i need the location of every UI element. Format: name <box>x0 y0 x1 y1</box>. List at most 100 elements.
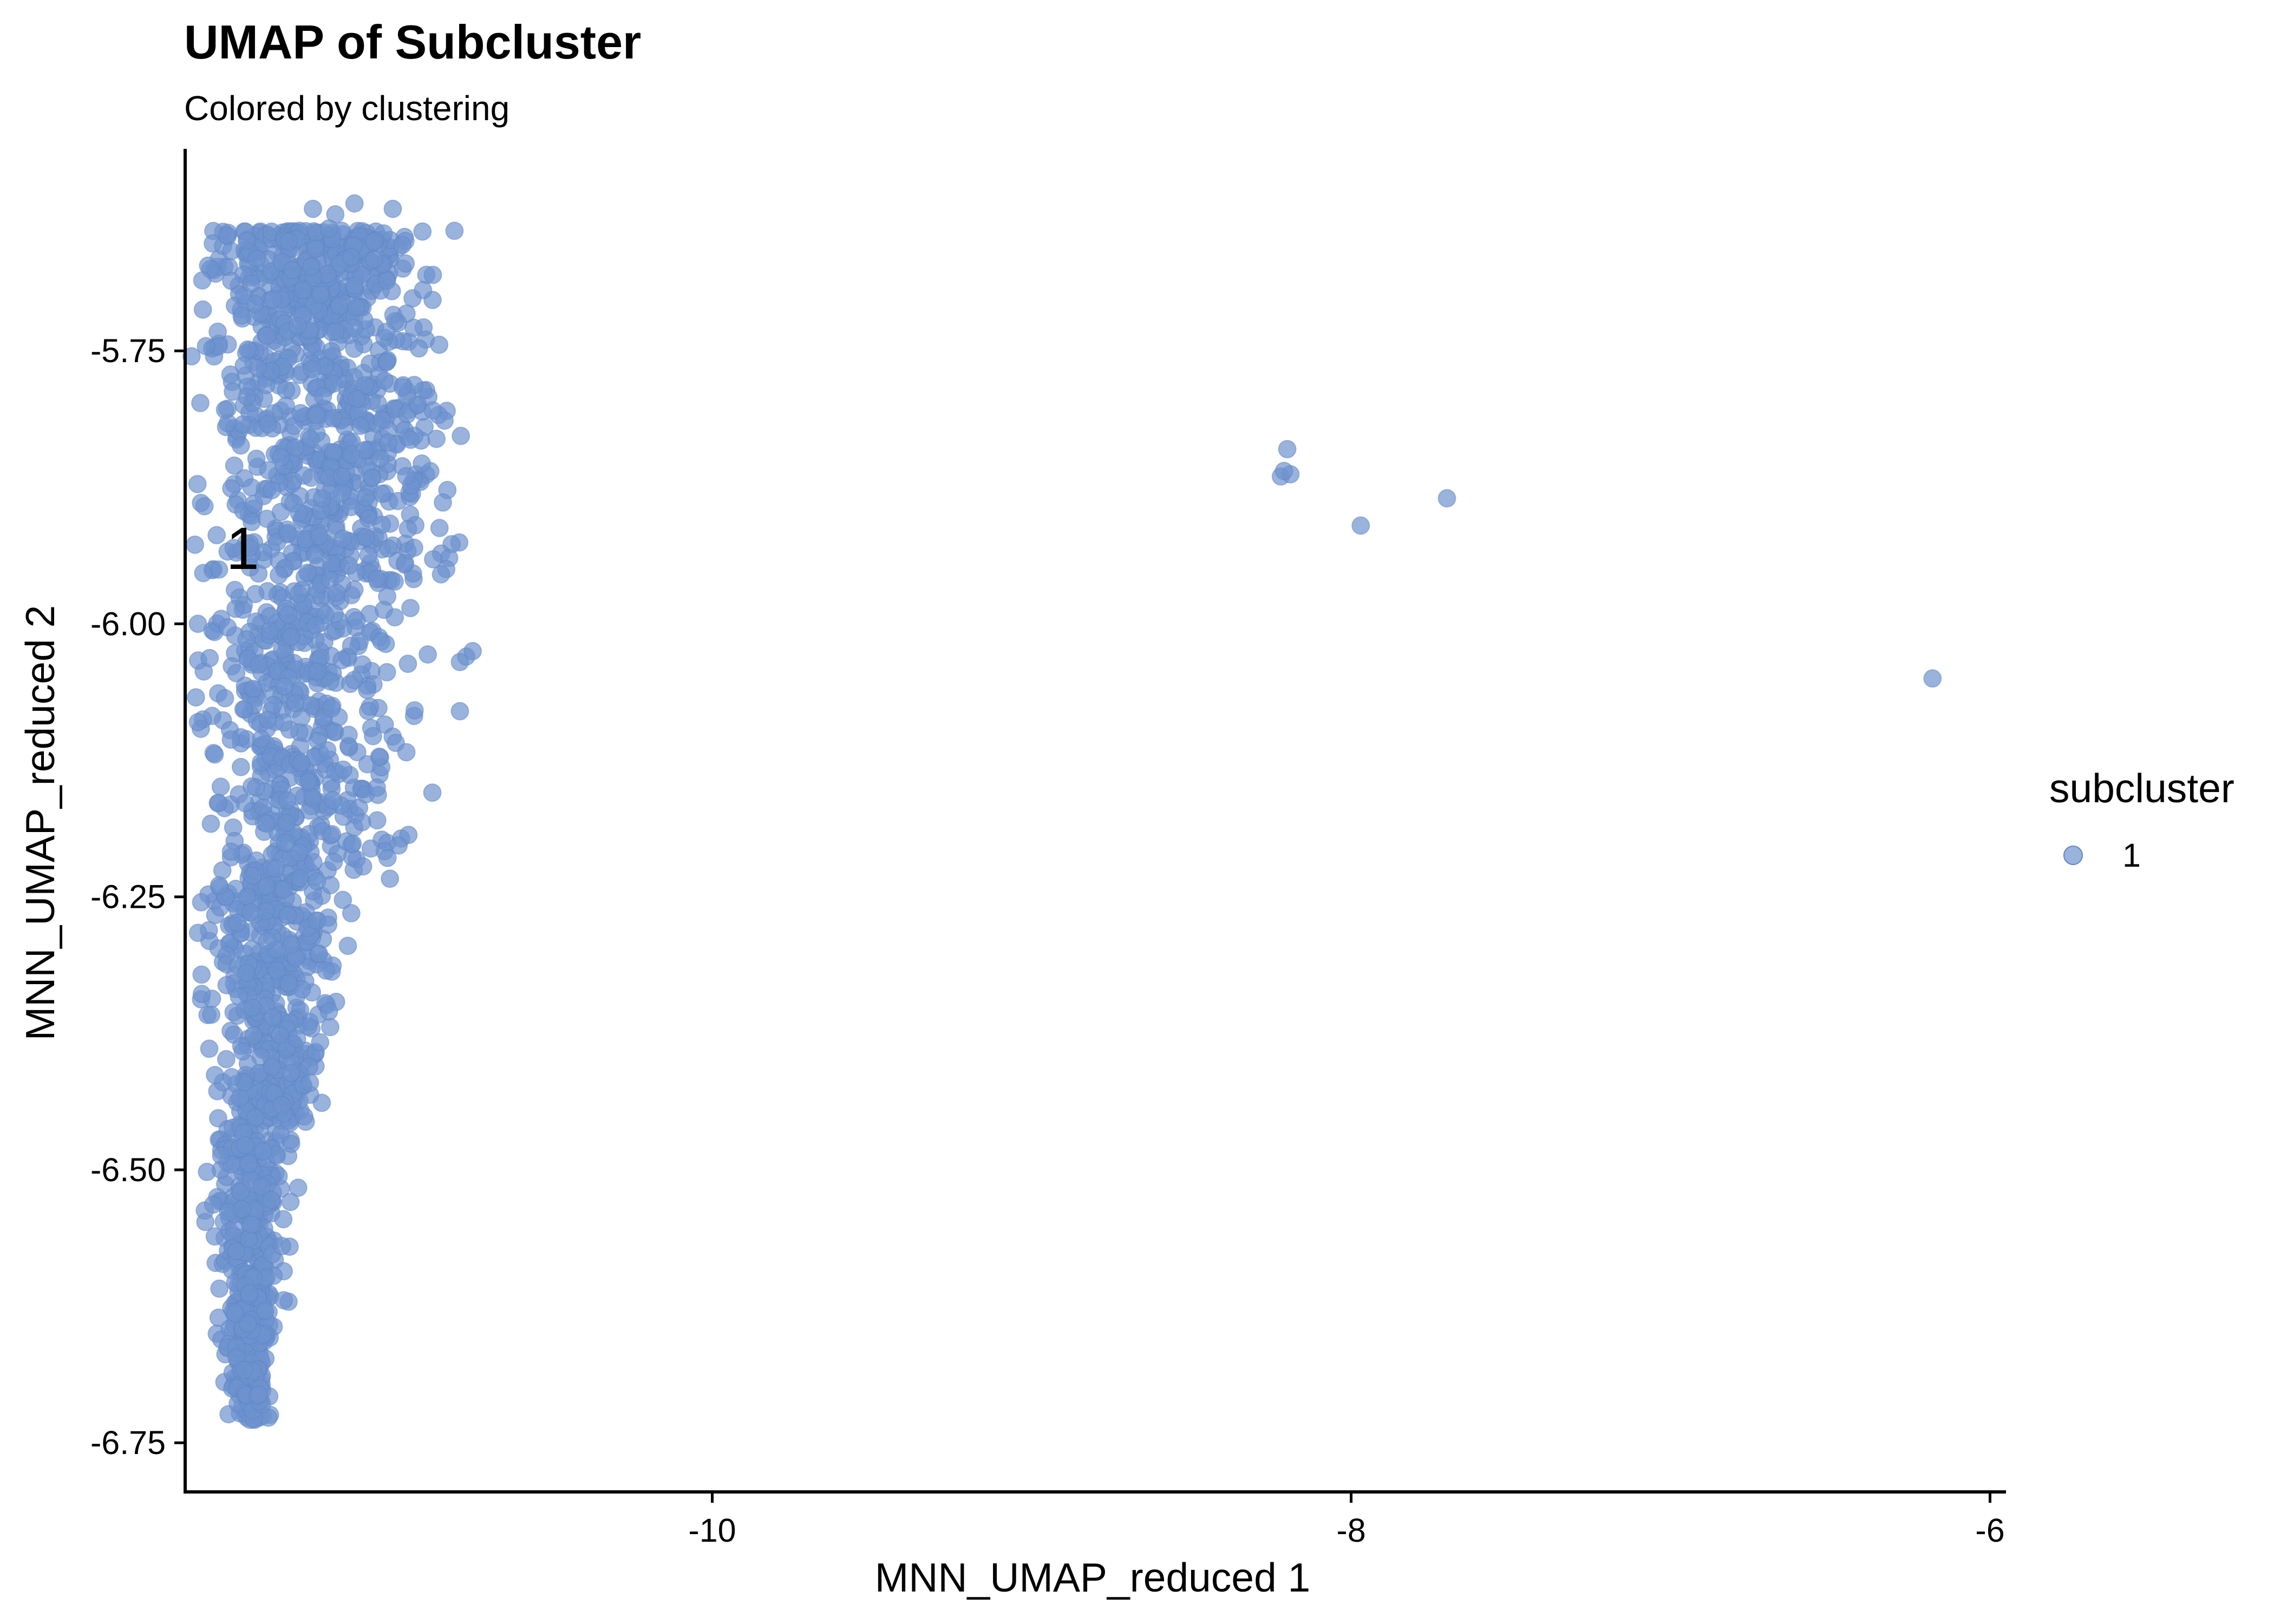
scatter-point <box>364 726 382 745</box>
scatter-point <box>238 340 257 359</box>
scatter-point <box>191 394 210 412</box>
scatter-point <box>237 232 256 250</box>
scatter-point <box>251 1047 270 1066</box>
scatter-point <box>378 587 397 606</box>
scatter-point <box>224 539 243 558</box>
scatter-point <box>319 219 338 238</box>
scatter-point <box>303 359 322 378</box>
scatter-point <box>452 427 471 446</box>
scatter-point <box>231 1088 250 1107</box>
scatter-point <box>257 509 276 528</box>
scatter-point <box>258 415 277 434</box>
scatter-point <box>308 405 326 424</box>
scatter-point <box>262 1190 281 1209</box>
scatter-point <box>188 713 207 731</box>
x-tick-label: -10 <box>688 1512 736 1549</box>
scatter-point <box>298 772 317 791</box>
scatter-point <box>282 935 300 954</box>
scatter-point <box>397 743 416 762</box>
scatter-point <box>215 689 234 708</box>
scatter-point <box>327 584 346 603</box>
scatter-point <box>212 1146 231 1165</box>
scatter-point <box>292 754 311 772</box>
scatter-point <box>217 975 236 994</box>
x-tick-label: -8 <box>1336 1512 1365 1549</box>
scatter-point <box>322 699 341 718</box>
y-axis-title: MNN_UMAP_reduced 2 <box>17 605 63 1041</box>
scatter-point <box>445 221 464 240</box>
scatter-point <box>290 869 309 888</box>
scatter-point <box>250 1385 269 1404</box>
scatter-point <box>224 382 243 401</box>
scatter-point <box>252 1177 271 1196</box>
scatter-point <box>305 546 324 565</box>
scatter-point <box>289 585 308 604</box>
scatter-point <box>379 539 398 558</box>
scatter-point <box>246 1108 265 1127</box>
scatter-point <box>302 468 321 487</box>
scatter-point <box>264 696 283 715</box>
cluster-label: 1 <box>226 515 259 582</box>
scatter-point <box>354 857 373 876</box>
scatter-point <box>266 859 285 878</box>
scatter-point <box>260 621 279 640</box>
scatter-point <box>207 526 226 545</box>
scatter-point <box>222 241 240 260</box>
scatter-point <box>206 1066 224 1084</box>
scatter-point <box>383 199 402 218</box>
scatter-point <box>194 564 213 582</box>
scatter-point <box>427 429 446 448</box>
scatter-point <box>332 467 351 486</box>
scatter-point <box>405 701 424 720</box>
scatter-point <box>396 554 415 573</box>
scatter-point <box>381 869 400 888</box>
scatter-point <box>361 354 380 373</box>
scatter-point <box>284 494 303 513</box>
scatter-point <box>274 1210 293 1229</box>
scatter-point <box>245 494 264 513</box>
scatter-point <box>401 599 420 618</box>
legend-label-1: 1 <box>2122 837 2141 874</box>
scatter-point <box>342 497 361 516</box>
scatter-point <box>319 915 338 934</box>
scatter-point <box>221 842 240 861</box>
scatter-point <box>263 1008 282 1027</box>
scatter-point <box>186 688 205 707</box>
scatter-point <box>330 297 349 315</box>
scatter-point <box>278 906 297 925</box>
scatter-point <box>274 880 293 899</box>
y-tick-label: -6.50 <box>90 1151 166 1188</box>
scatter-point <box>364 250 383 269</box>
scatter-point <box>257 326 276 345</box>
scatter-point <box>232 306 251 325</box>
chart-subtitle: Colored by clustering <box>184 89 509 128</box>
scatter-point <box>278 605 297 624</box>
scatter-point <box>271 448 290 467</box>
scatter-point <box>339 725 358 744</box>
scatter-point <box>310 527 329 546</box>
scatter-point <box>351 416 370 435</box>
scatter-point <box>241 903 260 922</box>
scatter-point <box>302 257 321 276</box>
scatter-point <box>279 974 298 993</box>
chart-title: UMAP of Subcluster <box>184 15 641 69</box>
scatter-point <box>210 560 228 579</box>
scatter-point <box>343 834 362 853</box>
scatter-point <box>356 488 375 507</box>
scatter-point <box>267 961 286 980</box>
scatter-point <box>242 274 260 293</box>
scatter-point <box>413 222 432 241</box>
scatter-point <box>353 655 372 674</box>
scatter-point <box>275 677 294 696</box>
scatter-point <box>358 702 377 721</box>
y-tick-label: -6.00 <box>90 605 166 642</box>
scatter-point <box>345 194 364 213</box>
scatter-point <box>334 890 352 909</box>
scatter-point <box>304 199 322 218</box>
scatter-point <box>222 271 241 290</box>
scatter-point <box>221 730 240 749</box>
scatter-point <box>342 247 361 266</box>
scatter-point <box>430 335 449 354</box>
scatter-point <box>1437 489 1456 508</box>
scatter-point <box>264 290 282 309</box>
